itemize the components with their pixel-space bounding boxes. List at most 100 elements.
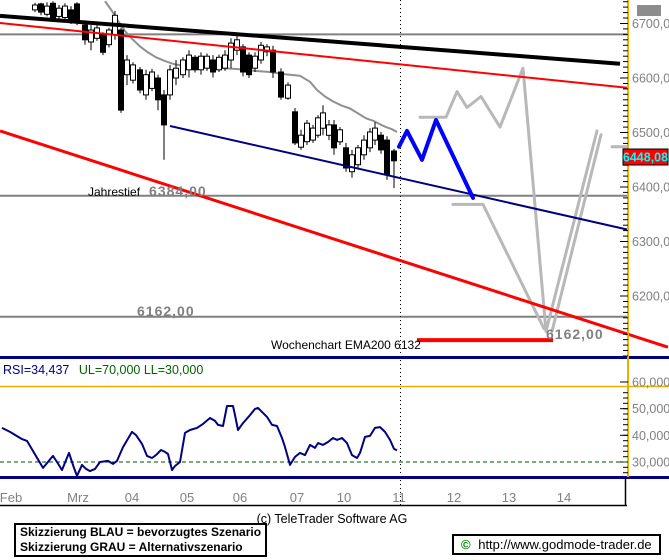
candle-body — [337, 129, 343, 143]
candle-body — [378, 134, 384, 151]
candle-body — [384, 139, 390, 176]
rsi-axis-tick-label: 60,000 — [632, 376, 669, 390]
candle-body — [173, 67, 179, 79]
candle-body — [74, 3, 80, 21]
level-6162-right-label: 6162,00 — [546, 326, 604, 342]
candle-body — [186, 54, 192, 71]
x-axis-label: Feb — [0, 490, 22, 505]
legend-line-gray: Skizzierung GRAU = Alternativszenario — [20, 540, 243, 554]
candle-body — [320, 112, 326, 129]
x-axis-label: 10 — [337, 490, 351, 505]
candle-body — [240, 46, 246, 73]
jahrestief-annotation: Jahrestief 6384,00 — [88, 183, 207, 199]
candle-body — [180, 59, 186, 76]
rsi-value-text: RSI=34,437 — [3, 363, 70, 377]
ema200-annotation: Wochenchart EMA200 6132 — [271, 338, 421, 352]
scenario-blue-preferred — [397, 118, 475, 200]
y-axis-tick-label: 6400,00 — [632, 181, 669, 195]
candle-body — [326, 124, 332, 136]
y-axis-tick-label: 6200,00 — [632, 290, 669, 304]
rsi-limits-text: UL=70,000 LL=30,000 — [78, 363, 204, 377]
trendline-channel-navy — [169, 125, 628, 231]
candle-body — [315, 117, 321, 136]
candle-body — [252, 55, 258, 69]
x-axis-label: 04 — [125, 490, 139, 505]
trendline-downtrend-red-upper — [0, 22, 628, 89]
candle-body — [204, 55, 210, 69]
x-axis-label: 05 — [180, 490, 194, 505]
candle-body — [361, 139, 367, 156]
candle-body — [106, 29, 112, 46]
candle-body — [38, 3, 44, 13]
candle-body — [234, 39, 240, 51]
rsi-axis-tick-label: 40,000 — [632, 429, 669, 443]
candle-body — [192, 56, 198, 71]
y-axis-tick-label: 6700,00 — [632, 17, 669, 31]
branding-url-text: http://www.godmode-trader.de — [478, 537, 652, 552]
x-axis-label: 11 — [392, 490, 406, 505]
level-6162-left-label: 6162,00 — [137, 303, 195, 319]
x-axis-label: Mrz — [67, 490, 89, 505]
y-axis-tick-label: 6300,00 — [632, 235, 669, 249]
candle-body — [258, 44, 264, 61]
rsi-status: RSI=34,437 UL=70,000 LL=30,000 — [3, 363, 203, 377]
candle-body — [292, 111, 298, 144]
moving-average-line — [104, 0, 398, 133]
candle-body — [149, 71, 155, 89]
candle-body — [391, 150, 397, 162]
candle-body — [130, 64, 136, 81]
jahrestief-text: Jahrestief — [88, 185, 141, 199]
branding-url-box: © http://www.godmode-trader.de — [452, 534, 661, 555]
candle-body — [88, 29, 94, 43]
candle-body — [143, 74, 149, 96]
scenario-gray-alt-recovery2 — [550, 133, 603, 333]
trendline-downtrend-black-thick — [0, 13, 621, 66]
last-price-text: 6448,08 — [623, 151, 668, 165]
candle-body — [62, 5, 68, 18]
candle-body — [298, 134, 304, 148]
candle-body — [349, 154, 355, 173]
scenario-gray-alt-lower — [451, 202, 546, 331]
candle-body — [355, 147, 361, 166]
candle-body — [270, 49, 276, 73]
candle-body — [222, 54, 228, 69]
candle-body — [228, 42, 234, 61]
candle-body — [216, 56, 222, 71]
scenario-legend-box: Skizzierung BLAU = bevorzugtes Szenario … — [14, 523, 268, 557]
rsi-axis-tick-label: 50,000 — [632, 402, 669, 416]
candle-body — [137, 69, 143, 91]
candle-body — [198, 55, 204, 71]
candle-body — [372, 127, 378, 141]
y-axis-tick-label: 6500,00 — [632, 126, 669, 140]
candle-body — [167, 69, 173, 96]
candle-body — [210, 59, 216, 73]
scenario-gray-alt-upper — [418, 66, 599, 333]
candle-body — [68, 9, 74, 21]
top-right-gray-box — [637, 5, 661, 16]
candle-body — [285, 84, 291, 99]
trendline-downtrend-red-lower — [0, 129, 669, 349]
candle-body — [367, 131, 373, 149]
jahrestief-value: 6384,00 — [149, 183, 207, 199]
candle-body — [44, 5, 50, 15]
candle-body — [343, 147, 349, 169]
rsi-axis-tick-label: 30,000 — [632, 456, 669, 470]
candle-body — [310, 127, 316, 141]
copyright-symbol: © — [461, 537, 471, 552]
candle-body — [100, 34, 106, 53]
legend-line-blue: Skizzierung BLAU = bevorzugtes Szenario — [20, 525, 262, 539]
candle-body — [56, 7, 62, 17]
candle-body — [50, 2, 56, 19]
x-axis-label: 14 — [557, 490, 571, 505]
x-axis-label: 07 — [290, 490, 304, 505]
candle-body — [118, 29, 124, 111]
candle-body — [124, 59, 130, 76]
copyright-line: (c) TeleTrader Software AG — [256, 512, 408, 526]
candle-body — [304, 122, 310, 143]
x-axis-label: 06 — [233, 490, 247, 505]
candle-body — [331, 124, 337, 149]
rsi-line — [1, 405, 398, 477]
candle-body — [246, 54, 252, 76]
